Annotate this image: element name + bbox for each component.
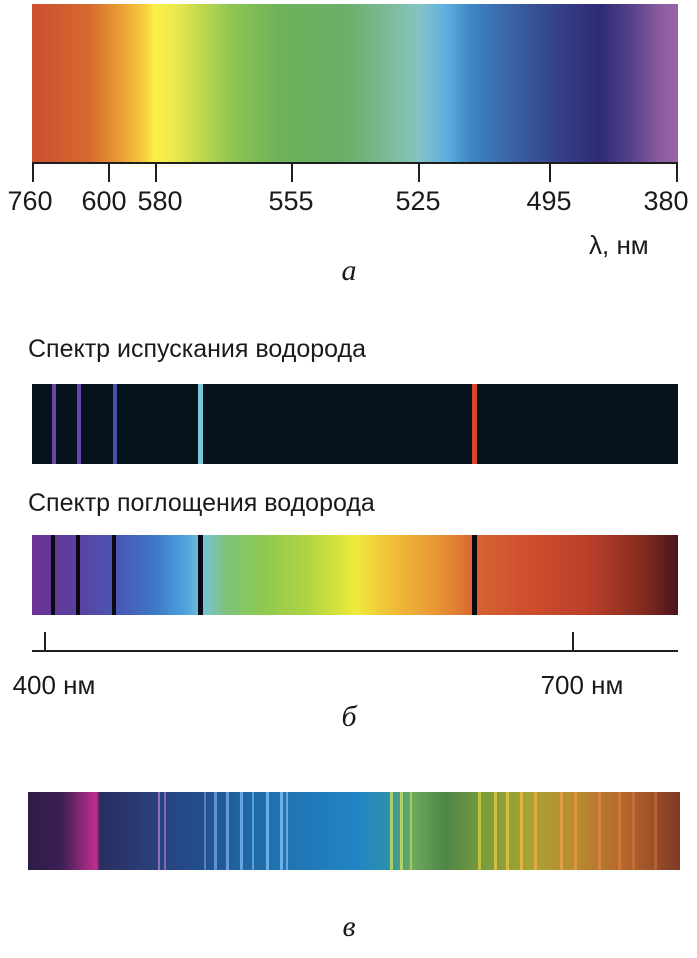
spectral-line xyxy=(598,792,601,870)
spectral-line xyxy=(400,792,403,870)
panel-b-hydrogen-spectra: Спектр испускания водорода Спектр поглощ… xyxy=(12,335,678,733)
tick-label-580: 580 xyxy=(137,186,183,216)
wavelength-axis-line xyxy=(32,162,678,164)
spectral-line xyxy=(204,792,206,870)
tick-label-380: 380 xyxy=(643,186,689,216)
spectral-line xyxy=(266,792,269,870)
scale-label-700: 700 нм xyxy=(540,670,624,700)
spectral-line xyxy=(240,792,243,870)
spectral-line xyxy=(158,792,160,870)
tick-label-555: 555 xyxy=(268,186,314,216)
spectral-line xyxy=(164,792,166,870)
tick-380 xyxy=(676,162,678,182)
spectral-line xyxy=(252,792,254,870)
spectral-line xyxy=(506,792,509,870)
scale-label-400: 400 нм xyxy=(12,670,96,700)
spectral-line xyxy=(520,792,523,870)
spectral-line xyxy=(632,792,635,870)
spectral-line xyxy=(494,792,497,870)
tick-label-495: 495 xyxy=(526,186,572,216)
panel-a-visible-spectrum: 760 600 580 555 525 495 380 λ, нм а xyxy=(0,0,697,290)
spectral-line xyxy=(286,792,288,870)
absorption-line-656 xyxy=(472,535,477,615)
spectral-line xyxy=(534,792,537,870)
scale-tick-400 xyxy=(44,632,46,652)
tick-760 xyxy=(32,162,34,182)
continuous-spectrum-bar xyxy=(32,4,678,162)
line-spectrum-strip xyxy=(28,792,680,870)
spectral-line xyxy=(618,792,621,870)
absorption-line-434 xyxy=(76,535,80,615)
absorption-line-486-violet xyxy=(112,535,116,615)
tick-580 xyxy=(155,162,157,182)
absorption-line-410 xyxy=(51,535,55,615)
spectral-line xyxy=(574,792,577,870)
spectral-line xyxy=(280,792,283,870)
scale-axis-line xyxy=(32,650,678,652)
tick-555 xyxy=(291,162,293,182)
tick-495 xyxy=(549,162,551,182)
absorption-line-486-cyan xyxy=(198,535,203,615)
panel-letter-a: а xyxy=(341,254,357,287)
panel-letter-b: б xyxy=(341,700,357,733)
tick-525 xyxy=(418,162,420,182)
panel-letter-c: в xyxy=(342,910,356,943)
spectral-line xyxy=(390,792,393,870)
spectral-line xyxy=(654,792,657,870)
tick-label-525: 525 xyxy=(395,186,441,216)
emission-line-486-violet xyxy=(113,384,117,464)
wavelength-unit-label: λ, нм xyxy=(589,230,649,260)
emission-line-410 xyxy=(52,384,56,464)
tick-label-600: 600 xyxy=(81,186,127,216)
absorption-caption: Спектр поглощения водорода xyxy=(28,489,375,517)
spectral-line xyxy=(478,792,481,870)
emission-caption: Спектр испускания водорода xyxy=(28,335,366,363)
tick-label-760: 760 xyxy=(7,186,53,216)
spectral-line xyxy=(214,792,217,870)
emission-line-656 xyxy=(472,384,477,464)
spectral-line xyxy=(560,792,563,870)
scale-tick-700 xyxy=(572,632,574,652)
absorption-spectrum-strip xyxy=(32,535,678,615)
emission-line-434 xyxy=(77,384,81,464)
emission-line-486-cyan xyxy=(198,384,203,464)
tick-600 xyxy=(108,162,110,182)
spectral-line xyxy=(410,792,412,870)
emission-spectrum-strip xyxy=(32,384,678,464)
spectral-line xyxy=(226,792,229,870)
